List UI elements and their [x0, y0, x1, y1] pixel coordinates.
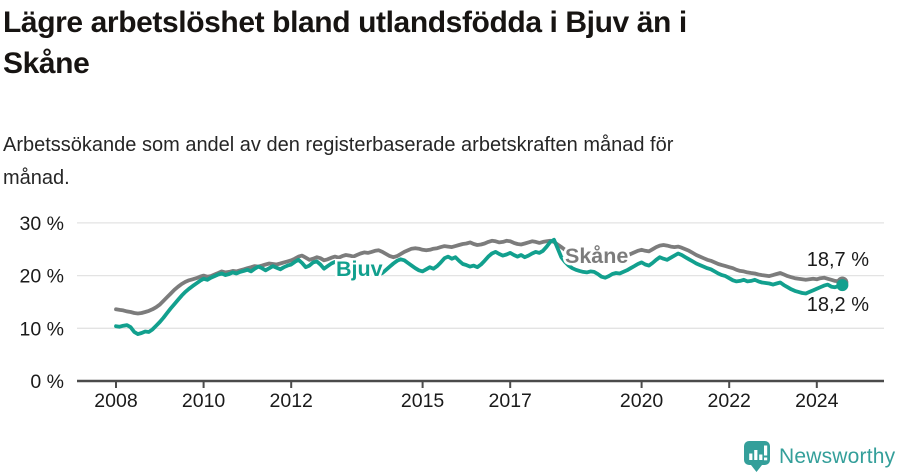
series-label-skåne: Skåne [565, 244, 628, 268]
brand-name: Newsworthy [779, 444, 896, 468]
x-axis-label-2008: 2008 [94, 390, 137, 412]
x-axis-label-2024: 2024 [795, 390, 839, 412]
series-line-skåne [114, 238, 845, 316]
series-end-dot-bjuv [836, 279, 849, 292]
chart-subtitle: Arbetssökande som andel av den registerb… [3, 129, 863, 195]
y-axis-label-10: 10 % [20, 318, 64, 340]
bar-chart-speech-bubble-icon [744, 441, 770, 472]
subtitle-line-2: månad. [3, 167, 70, 189]
end-value-label-bjuv: 18,2 % [807, 294, 869, 316]
y-axis-label-30: 30 % [20, 213, 64, 235]
x-axis-label-2010: 2010 [182, 390, 226, 412]
x-axis-label-2022: 2022 [708, 390, 751, 412]
y-axis-label-20: 20 % [20, 266, 64, 288]
series-label-bjuv: Bjuv [336, 257, 383, 281]
y-axis-label-0: 0 % [30, 371, 64, 393]
x-axis-label-2015: 2015 [401, 390, 445, 412]
x-axis-label-2020: 2020 [620, 390, 664, 412]
subtitle-line-1: Arbetssökande som andel av den registerb… [3, 134, 674, 156]
x-axis-label-2017: 2017 [489, 390, 532, 412]
title-line-2: Skåne [3, 47, 90, 80]
series-line-bjuv [114, 237, 845, 337]
end-value-label-skåne: 18,7 % [807, 249, 869, 271]
page-title: Lägre arbetslöshet bland utlandsfödda i … [3, 2, 883, 84]
newsworthy-logo: Newsworthy [744, 441, 895, 472]
x-axis-label-2012: 2012 [270, 390, 313, 412]
title-line-1: Lägre arbetslöshet bland utlandsfödda i … [3, 6, 687, 39]
